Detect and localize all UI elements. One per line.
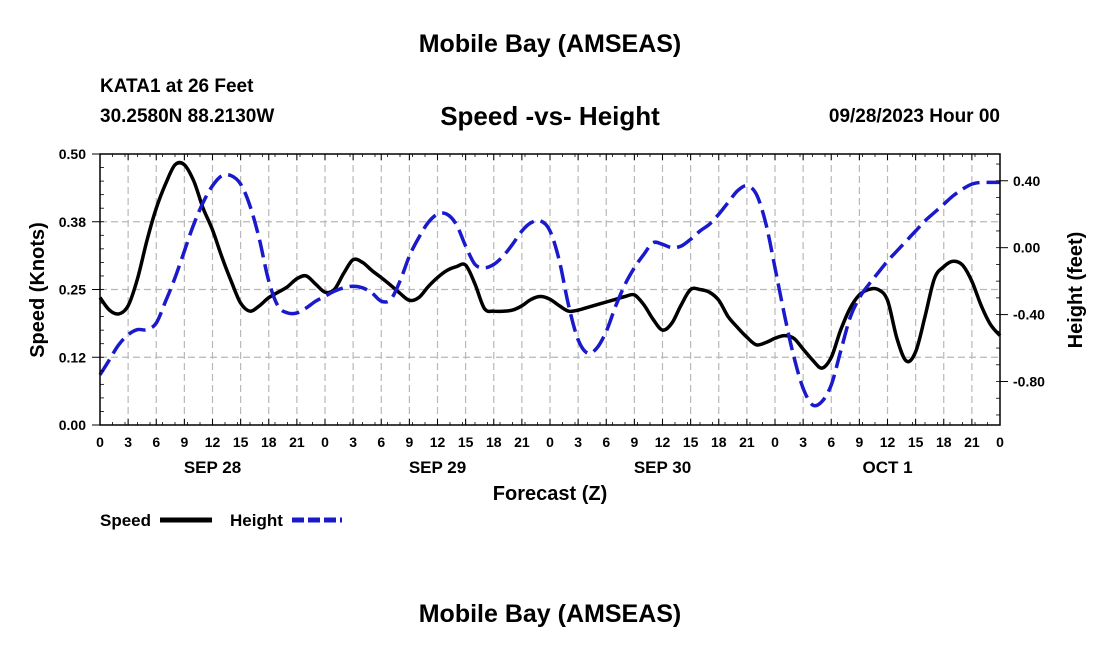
station-coordinates: 30.2580N 88.2130W	[100, 106, 275, 127]
chart-subtitle: Speed -vs- Height	[440, 101, 660, 131]
y-right-tick-label: -0.40	[1013, 307, 1045, 323]
forecast-datetime: 09/28/2023 Hour 00	[828, 106, 1000, 127]
y-left-tick-label: 0.38	[59, 214, 86, 230]
x-tick-label: 15	[233, 434, 249, 450]
series-line-height	[98, 172, 1000, 408]
x-tick-label: 0	[96, 434, 104, 450]
series-line-speed	[98, 160, 1002, 370]
x-tick-label: 3	[124, 434, 132, 450]
footer-title: Mobile Bay (AMSEAS)	[418, 600, 682, 628]
day-label: OCT 1	[862, 458, 912, 477]
y-left-tick-label: 0.12	[59, 349, 86, 365]
x-tick-label: 3	[349, 434, 357, 450]
y-left-tick-label: 0.50	[59, 146, 86, 162]
day-label: SEP 30	[634, 458, 691, 477]
x-tick-label: 18	[936, 434, 952, 450]
day-label: SEP 28	[184, 458, 241, 477]
x-tick-label: 0	[546, 434, 554, 450]
x-tick-label: 18	[261, 434, 277, 450]
x-tick-label: 21	[739, 434, 755, 450]
y-axis-right-label: Height (feet)	[1065, 232, 1087, 349]
y-right-tick-label: -0.80	[1013, 374, 1045, 390]
x-tick-label: 3	[799, 434, 807, 450]
x-tick-label: 21	[289, 434, 305, 450]
day-label: SEP 29	[409, 458, 466, 477]
x-tick-label: 3	[574, 434, 582, 450]
y-axis-left-label: Speed (Knots)	[27, 222, 49, 358]
x-tick-label: 9	[405, 434, 413, 450]
x-tick-label: 0	[996, 434, 1004, 450]
x-axis-label: Forecast (Z)	[493, 483, 607, 505]
y-left-tick-label: 0.00	[59, 417, 86, 433]
x-tick-label: 21	[514, 434, 530, 450]
x-tick-label: 18	[486, 434, 502, 450]
x-tick-label: 6	[377, 434, 385, 450]
x-tick-label: 9	[630, 434, 638, 450]
x-tick-label: 0	[321, 434, 329, 450]
grid	[100, 154, 1000, 425]
x-tick-label: 0	[771, 434, 779, 450]
station-name: KATA1 at 26 Feet	[100, 76, 254, 97]
x-tick-label: 18	[711, 434, 727, 450]
x-tick-label: 6	[827, 434, 835, 450]
x-tick-label: 15	[458, 434, 474, 450]
x-tick-label: 6	[152, 434, 160, 450]
y-right-tick-label: 0.00	[1013, 240, 1040, 256]
x-tick-label: 6	[602, 434, 610, 450]
x-tick-label: 12	[205, 434, 221, 450]
legend: Speed Height	[100, 511, 342, 530]
series-layer	[98, 160, 1002, 408]
axes: 0 3 6 9 12 15 18 21 0 3 6 9 12 15 18 21 0 3 6 9 12 15 18 21 0 3 6 9…	[59, 146, 1045, 477]
x-tick-label: 9	[855, 434, 863, 450]
x-tick-label: 15	[908, 434, 924, 450]
x-tick-label: 12	[655, 434, 671, 450]
x-tick-label: 9	[180, 434, 188, 450]
chart-main-title: Mobile Bay (AMSEAS)	[418, 30, 682, 58]
legend-speed-label: Speed	[100, 511, 151, 530]
legend-height-label: Height	[230, 511, 283, 530]
x-tick-label: 12	[880, 434, 896, 450]
x-tick-label: 12	[430, 434, 446, 450]
y-right-tick-label: 0.40	[1013, 173, 1040, 189]
y-left-tick-label: 0.25	[59, 282, 86, 298]
x-tick-label: 21	[964, 434, 980, 450]
x-tick-label: 15	[683, 434, 699, 450]
